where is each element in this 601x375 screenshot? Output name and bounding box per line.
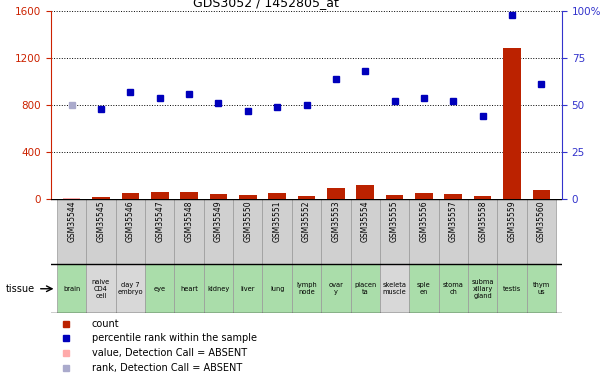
Bar — [263, 199, 292, 264]
Bar — [439, 264, 468, 313]
Bar — [327, 188, 345, 199]
Bar — [145, 199, 174, 264]
Bar — [151, 192, 168, 199]
Text: eye: eye — [154, 286, 166, 292]
Text: subma
xillary
gland: subma xillary gland — [471, 279, 494, 299]
Bar — [239, 195, 257, 199]
Bar — [526, 199, 556, 264]
Bar — [263, 264, 292, 313]
Bar — [498, 199, 526, 264]
Bar — [174, 199, 204, 264]
Text: GSM35551: GSM35551 — [273, 201, 282, 242]
Text: GSM35557: GSM35557 — [449, 201, 458, 242]
Text: tissue: tissue — [6, 284, 35, 294]
Bar — [350, 264, 380, 313]
Bar — [380, 264, 409, 313]
Text: naive
CD4
cell: naive CD4 cell — [92, 279, 110, 299]
Bar — [526, 264, 556, 313]
Bar — [87, 264, 115, 313]
Text: ovar
y: ovar y — [328, 282, 343, 295]
Bar — [145, 264, 174, 313]
Bar — [210, 194, 227, 199]
Text: GSM35560: GSM35560 — [537, 201, 546, 242]
Text: GSM35558: GSM35558 — [478, 201, 487, 242]
Text: testis: testis — [503, 286, 521, 292]
Bar — [292, 199, 321, 264]
Bar — [415, 193, 433, 199]
Bar — [386, 195, 403, 199]
Text: GSM35550: GSM35550 — [243, 201, 252, 242]
Text: GSM35545: GSM35545 — [97, 201, 106, 242]
Text: heart: heart — [180, 286, 198, 292]
Bar — [204, 199, 233, 264]
Bar — [233, 264, 263, 313]
Bar — [498, 264, 526, 313]
Bar — [474, 196, 492, 199]
Bar — [439, 199, 468, 264]
Bar — [87, 199, 115, 264]
Text: GSM35552: GSM35552 — [302, 201, 311, 242]
Title: GDS3052 / 1452805_at: GDS3052 / 1452805_at — [193, 0, 338, 9]
Bar — [204, 264, 233, 313]
Bar — [409, 264, 439, 313]
Text: lung: lung — [270, 286, 284, 292]
Text: GSM35555: GSM35555 — [390, 201, 399, 242]
Text: GSM35547: GSM35547 — [155, 201, 164, 242]
Bar — [121, 193, 139, 199]
Bar — [409, 199, 439, 264]
Text: stoma
ch: stoma ch — [443, 282, 464, 295]
Text: GSM35554: GSM35554 — [361, 201, 370, 242]
Text: thym
us: thym us — [532, 282, 550, 295]
Bar — [321, 264, 350, 313]
Text: lymph
node: lymph node — [296, 282, 317, 295]
Bar — [92, 196, 110, 199]
Bar — [468, 199, 498, 264]
Bar — [268, 194, 286, 199]
Text: placen
ta: placen ta — [354, 282, 376, 295]
Text: GSM35548: GSM35548 — [185, 201, 194, 242]
Bar — [115, 264, 145, 313]
Text: count: count — [92, 319, 120, 329]
Bar — [292, 264, 321, 313]
Bar — [321, 199, 350, 264]
Text: percentile rank within the sample: percentile rank within the sample — [92, 333, 257, 343]
Bar — [350, 199, 380, 264]
Text: value, Detection Call = ABSENT: value, Detection Call = ABSENT — [92, 348, 247, 358]
Bar — [356, 185, 374, 199]
Bar — [380, 199, 409, 264]
Text: sple
en: sple en — [417, 282, 431, 295]
Text: GSM35549: GSM35549 — [214, 201, 223, 242]
Text: GSM35559: GSM35559 — [507, 201, 516, 242]
Text: GSM35546: GSM35546 — [126, 201, 135, 242]
Bar — [468, 264, 498, 313]
Text: rank, Detection Call = ABSENT: rank, Detection Call = ABSENT — [92, 363, 242, 373]
Text: liver: liver — [240, 286, 255, 292]
Bar — [233, 199, 263, 264]
Text: GSM35553: GSM35553 — [331, 201, 340, 242]
Text: brain: brain — [63, 286, 81, 292]
Bar — [297, 196, 316, 199]
Bar — [180, 192, 198, 199]
Bar — [57, 199, 87, 264]
Bar — [57, 264, 87, 313]
Text: skeleta
muscle: skeleta muscle — [383, 282, 407, 295]
Bar — [532, 190, 550, 199]
Text: day 7
embryо: day 7 embryо — [118, 282, 143, 295]
Bar — [174, 264, 204, 313]
Bar — [445, 194, 462, 199]
Text: GSM35556: GSM35556 — [419, 201, 429, 242]
Bar — [115, 199, 145, 264]
Text: kidney: kidney — [207, 286, 230, 292]
Text: GSM35544: GSM35544 — [67, 201, 76, 242]
Bar — [503, 48, 521, 199]
